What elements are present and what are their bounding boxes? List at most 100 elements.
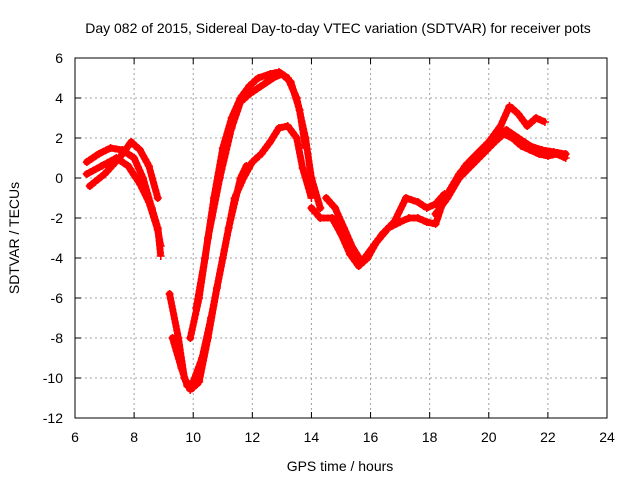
y-tick-label: -6	[51, 290, 64, 306]
series-track-2	[83, 154, 165, 250]
data-point	[331, 204, 340, 212]
data-point	[322, 194, 331, 202]
data-point	[230, 194, 239, 202]
plot-frame	[74, 57, 608, 419]
data-point	[106, 144, 115, 152]
chart-grid	[75, 58, 607, 418]
data-point	[443, 190, 452, 198]
data-point	[227, 114, 236, 122]
data-point	[257, 150, 266, 158]
data-point	[549, 148, 558, 156]
x-tick-label: 8	[130, 429, 138, 445]
data-point	[502, 126, 511, 134]
data-point	[307, 174, 316, 182]
data-point	[239, 174, 248, 182]
x-tick-label: 6	[71, 429, 79, 445]
data-point	[165, 290, 174, 298]
data-point	[431, 220, 440, 228]
x-tick-label: 20	[481, 429, 497, 445]
data-point	[136, 146, 145, 154]
data-point	[257, 82, 266, 90]
x-tick-label: 10	[185, 429, 201, 445]
data-point	[245, 82, 254, 90]
data-point	[496, 122, 505, 130]
data-point	[218, 144, 227, 152]
data-point	[316, 214, 325, 222]
data-point	[153, 226, 162, 234]
x-tick-label: 16	[363, 429, 379, 445]
data-point	[82, 158, 91, 166]
data-point	[283, 74, 292, 82]
y-tick-label: 6	[55, 50, 63, 66]
data-point	[378, 230, 387, 238]
data-point	[467, 156, 476, 164]
data-point	[455, 170, 464, 178]
data-point	[198, 354, 207, 362]
data-point	[413, 214, 422, 222]
data-point	[390, 218, 399, 226]
data-point	[316, 204, 325, 212]
data-point	[437, 198, 446, 206]
data-point	[156, 252, 165, 260]
data-point	[431, 210, 440, 218]
data-point	[124, 162, 133, 170]
data-point	[561, 150, 570, 158]
data-point	[136, 180, 145, 188]
data-point	[413, 198, 422, 206]
data-point	[431, 200, 440, 208]
data-point	[274, 124, 283, 132]
data-point	[115, 154, 124, 162]
data-point	[422, 204, 431, 212]
series-track-7	[192, 68, 324, 312]
data-point	[540, 118, 549, 126]
data-point	[177, 364, 186, 372]
data-point	[274, 68, 283, 76]
data-point	[505, 102, 514, 110]
x-axis-label: GPS time / hours	[287, 458, 394, 474]
y-tick-label: 0	[55, 170, 63, 186]
y-axis-label: SDTVAR / TECUs	[6, 182, 22, 294]
data-point	[100, 170, 109, 178]
chart-title: Day 082 of 2015, Sidereal Day-to-day VTE…	[85, 20, 591, 36]
data-point	[218, 254, 227, 262]
data-point	[348, 244, 357, 252]
series-track-6	[186, 70, 309, 342]
data-point	[307, 204, 316, 212]
x-tick-label: 22	[540, 429, 556, 445]
x-tick-label: 14	[304, 429, 320, 445]
y-tick-label: -10	[43, 370, 63, 386]
data-point	[189, 378, 198, 386]
data-point	[186, 334, 195, 342]
data-point	[523, 122, 532, 130]
y-tick-label: -2	[51, 210, 64, 226]
x-tick-label: 18	[422, 429, 438, 445]
data-point	[127, 138, 136, 146]
data-point	[209, 194, 218, 202]
data-point	[422, 218, 431, 226]
y-tick-label: -12	[43, 410, 63, 426]
data-point	[144, 198, 153, 206]
data-point	[292, 94, 301, 102]
data-point	[130, 154, 139, 162]
y-tick-label: -4	[51, 250, 64, 266]
data-point	[192, 304, 201, 312]
data-point	[144, 162, 153, 170]
data-point	[201, 254, 210, 262]
y-tick-label: 2	[55, 130, 63, 146]
data-point	[490, 134, 499, 142]
data-point	[514, 110, 523, 118]
data-point	[97, 162, 106, 170]
y-tick-label: 4	[55, 90, 63, 106]
data-point	[153, 194, 162, 202]
data-point	[537, 146, 546, 154]
data-point	[478, 144, 487, 152]
y-tick-label: -8	[51, 330, 64, 346]
data-point	[339, 224, 348, 232]
data-point	[266, 138, 275, 146]
data-point	[298, 164, 307, 172]
data-point	[301, 134, 310, 142]
data-point	[526, 142, 535, 150]
data-point	[85, 182, 94, 190]
